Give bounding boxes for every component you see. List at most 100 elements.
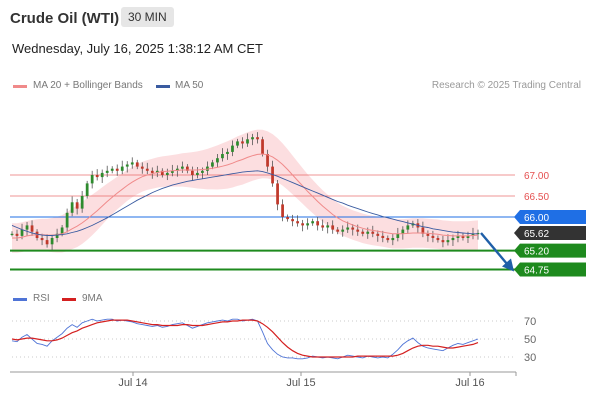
candle-body: [185, 166, 189, 171]
candle-body: [160, 170, 164, 175]
candle: [391, 233, 395, 246]
candle: [246, 133, 249, 147]
candle: [251, 133, 254, 146]
candle-body: [95, 175, 99, 178]
candle-body: [175, 168, 179, 171]
candle-body: [466, 235, 470, 238]
candle-body: [401, 229, 405, 234]
candle: [321, 219, 325, 231]
candle-body: [441, 240, 445, 243]
candle: [236, 138, 239, 149]
header: Crude Oil (WTI) 30 MIN: [0, 0, 590, 38]
candle-body: [216, 158, 219, 163]
candle: [436, 235, 440, 243]
candle: [45, 234, 49, 248]
candle-body: [10, 233, 14, 235]
rsi-series-9ma: [11, 319, 479, 358]
x-tick-label: Jul 15: [286, 377, 315, 389]
candle-body: [351, 227, 355, 230]
timeframe-badge[interactable]: 30 MIN: [121, 7, 174, 27]
candle-body: [346, 227, 350, 230]
candle-body: [341, 229, 345, 232]
candle: [221, 148, 224, 162]
candle-body: [196, 172, 199, 175]
candle: [446, 234, 450, 246]
candle-body: [70, 202, 74, 213]
candle: [160, 168, 164, 178]
level-badge-text-65.20: 65.20: [524, 247, 549, 258]
forecast-arrow-shaft: [480, 232, 511, 269]
candle-body: [191, 170, 194, 175]
candles-layer: [10, 132, 480, 251]
candle: [231, 140, 234, 157]
candle-body: [326, 225, 330, 228]
candle-body: [80, 196, 84, 209]
candle-body: [145, 168, 149, 171]
candle-body: [55, 233, 59, 238]
candle-body: [311, 221, 315, 224]
level-badge-bg-65.20: [514, 243, 586, 258]
candle-body: [130, 162, 134, 165]
candle: [421, 221, 425, 238]
candle-body: [60, 227, 64, 234]
candle: [386, 235, 390, 243]
candle: [135, 159, 139, 170]
candle-body: [266, 154, 269, 167]
candle: [311, 218, 315, 226]
candle: [80, 190, 84, 213]
candle: [125, 161, 129, 173]
forecast-arrow-head: [502, 258, 514, 272]
candle: [316, 217, 320, 231]
candle-body: [276, 183, 279, 205]
ma20-line: [12, 153, 479, 239]
level-badge-text-66.00: 66.00: [524, 213, 549, 224]
candle: [25, 222, 29, 236]
candle: [396, 227, 400, 242]
candle-body: [170, 170, 174, 173]
candle-body: [20, 229, 24, 236]
candle: [226, 148, 229, 160]
legend-9ma: 9MA: [62, 293, 103, 304]
candle: [185, 164, 189, 174]
candle: [276, 180, 279, 211]
candle: [115, 164, 119, 176]
candle-body: [376, 233, 380, 236]
candle: [40, 233, 44, 246]
candle: [50, 234, 54, 251]
candle-body: [135, 162, 139, 167]
legend-rsi-label: RSI: [33, 293, 50, 304]
candle: [100, 169, 104, 183]
candle-body: [231, 145, 234, 152]
candle: [381, 230, 385, 243]
level-badge-bg-64.75: [514, 262, 586, 277]
candle: [331, 220, 335, 234]
candle: [291, 214, 294, 227]
candle-body: [461, 235, 465, 238]
candle: [261, 136, 264, 157]
forecast-arrow-layer: [480, 232, 514, 272]
candle: [281, 199, 284, 222]
candle: [10, 231, 14, 237]
candle: [110, 166, 114, 174]
candle-body: [251, 137, 254, 140]
candle: [326, 222, 330, 234]
rsi-tick-30: 30: [524, 352, 536, 364]
candle: [431, 230, 435, 243]
candle: [196, 167, 199, 179]
moving-averages-layer: [11, 153, 479, 239]
level-badge-65.62: 65.62: [514, 225, 586, 240]
price-levels-layer: 67.00 66.50 66.00 65.62 65.20 64.75: [10, 171, 586, 277]
candle-body: [180, 166, 184, 169]
candle: [130, 157, 134, 169]
candle: [140, 162, 144, 174]
candle-body: [120, 166, 124, 171]
candle-body: [75, 202, 79, 209]
candle-body: [140, 166, 144, 169]
candle-body: [336, 229, 340, 232]
candle: [191, 166, 194, 181]
candle-body: [321, 225, 325, 228]
candle-body: [406, 225, 410, 230]
candle: [301, 219, 305, 232]
candle-body: [25, 225, 29, 230]
